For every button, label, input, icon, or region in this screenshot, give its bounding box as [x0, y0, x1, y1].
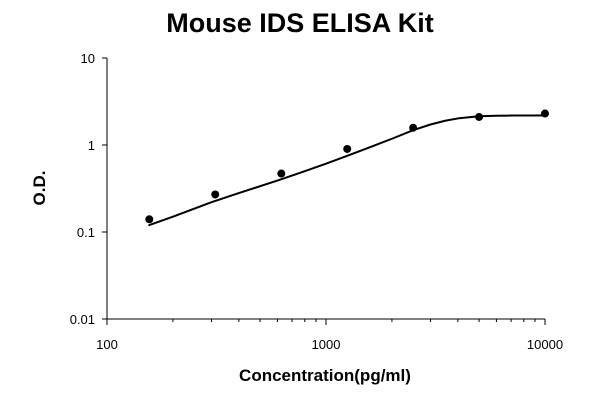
axes [106, 58, 545, 320]
y-axis-label: O.D. [30, 170, 49, 206]
y-tick-label: 0.01 [70, 312, 95, 327]
chart-title: Mouse IDS ELISA Kit [166, 8, 434, 38]
data-point [211, 190, 220, 199]
y-tick-label: 1 [88, 138, 95, 153]
data-point [409, 123, 418, 132]
data-point [277, 169, 286, 178]
fit-curve [148, 114, 546, 227]
data-point [475, 112, 484, 121]
data-point [145, 215, 154, 224]
tick-labels: 100 1000 10000 0.01 0.1 1 10 [70, 51, 563, 352]
y-tick-label: 10 [81, 51, 95, 66]
x-tick-label: 1000 [312, 337, 341, 352]
data-points [145, 109, 549, 224]
fit-curve-group [148, 114, 546, 227]
x-axis-label: Concentration(pg/ml) [239, 366, 411, 385]
x-tick-label: 10000 [527, 337, 563, 352]
data-point [343, 144, 352, 153]
x-tick-label: 100 [96, 337, 118, 352]
data-point [541, 109, 549, 118]
ticks [102, 57, 546, 325]
y-tick-label: 0.1 [77, 225, 95, 240]
